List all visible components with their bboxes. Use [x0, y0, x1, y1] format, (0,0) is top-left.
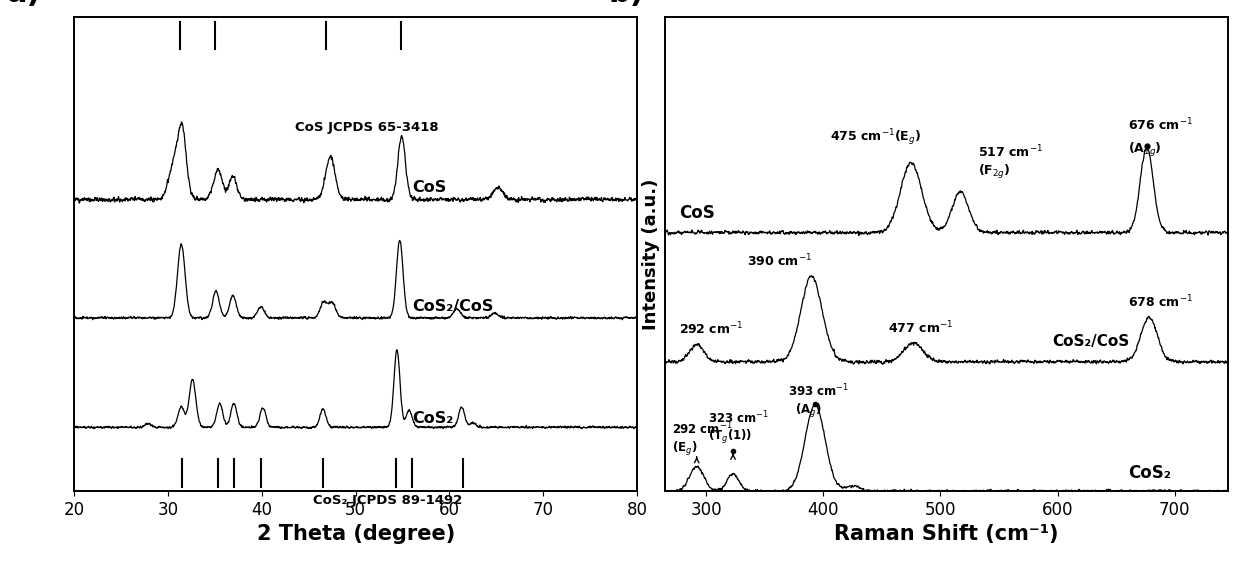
Text: b): b)	[609, 0, 645, 7]
Text: (E$_g$): (E$_g$)	[672, 440, 698, 459]
Text: 676 cm$^{-1}$: 676 cm$^{-1}$	[1128, 117, 1193, 134]
Text: CoS: CoS	[680, 204, 715, 222]
Text: (T$_g$(1)): (T$_g$(1))	[708, 428, 753, 447]
Text: CoS JCPDS 65-3418: CoS JCPDS 65-3418	[295, 121, 439, 134]
Text: CoS₂: CoS₂	[412, 411, 453, 426]
Text: CoS₂ JCPDS 89-1492: CoS₂ JCPDS 89-1492	[314, 494, 463, 507]
Text: (A$_{1g}$): (A$_{1g}$)	[1128, 141, 1162, 159]
Text: (A$_g$): (A$_g$)	[795, 403, 822, 420]
X-axis label: Raman Shift (cm⁻¹): Raman Shift (cm⁻¹)	[835, 524, 1059, 544]
Text: CoS: CoS	[412, 180, 446, 195]
Text: 393 cm$^{-1}$: 393 cm$^{-1}$	[789, 382, 849, 399]
Text: CoS₂/CoS: CoS₂/CoS	[412, 299, 494, 313]
Text: 323 cm$^{-1}$: 323 cm$^{-1}$	[708, 410, 770, 427]
Text: 475 cm$^{-1}$(E$_g$): 475 cm$^{-1}$(E$_g$)	[831, 127, 921, 148]
Text: CoS₂/CoS: CoS₂/CoS	[1052, 334, 1130, 349]
Text: 477 cm$^{-1}$: 477 cm$^{-1}$	[888, 319, 954, 336]
X-axis label: 2 Theta (degree): 2 Theta (degree)	[257, 524, 455, 544]
Text: a): a)	[7, 0, 41, 7]
Text: 517 cm$^{-1}$
(F$_{2g}$): 517 cm$^{-1}$ (F$_{2g}$)	[978, 144, 1043, 181]
Text: CoS₂: CoS₂	[1128, 464, 1171, 482]
Text: 390 cm$^{-1}$: 390 cm$^{-1}$	[748, 253, 812, 270]
Text: 292 cm$^{-1}$: 292 cm$^{-1}$	[672, 421, 733, 437]
Y-axis label: Intensity (a.u.): Intensity (a.u.)	[641, 178, 660, 330]
Text: 292 cm$^{-1}$: 292 cm$^{-1}$	[680, 321, 744, 337]
Text: 678 cm$^{-1}$: 678 cm$^{-1}$	[1128, 293, 1193, 310]
